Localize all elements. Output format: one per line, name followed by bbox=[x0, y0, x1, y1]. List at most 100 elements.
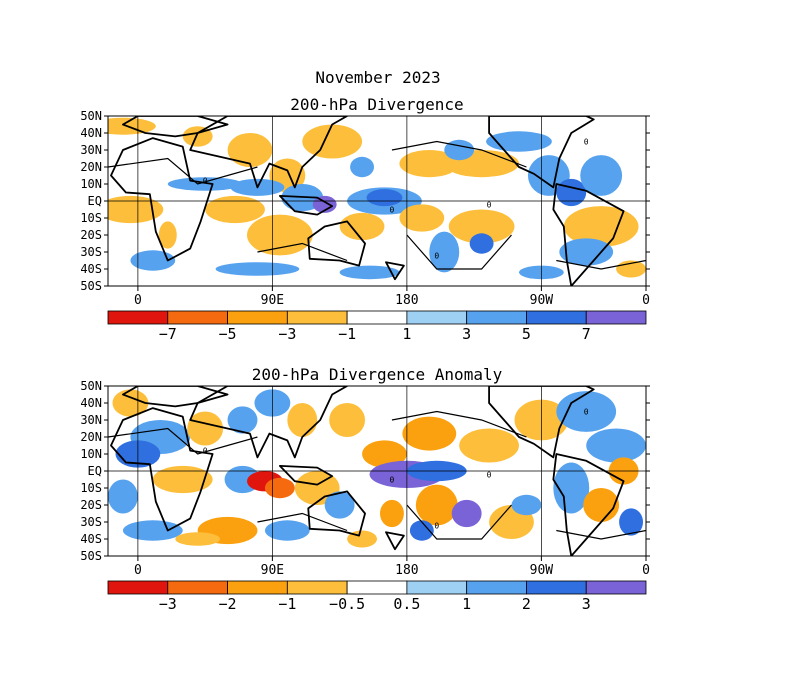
colorbar-label: 3 bbox=[582, 595, 591, 613]
lon-label: 0 bbox=[134, 563, 142, 578]
lon-label: 90E bbox=[261, 563, 284, 578]
map-field: 0 0 0 0 0 bbox=[108, 116, 646, 286]
colorbar-label: −0.5 bbox=[329, 595, 365, 613]
divergence-region bbox=[227, 133, 273, 167]
coastline bbox=[189, 386, 349, 459]
divergence-map-panel: 0 0 0 0 0 50N 40N 30N 20N 10N EQ 10S 20S 30S 40S 50S 0 90… bbox=[80, 109, 650, 343]
lon-label: 90W bbox=[530, 563, 554, 578]
lat-label: 20S bbox=[80, 228, 102, 242]
divergence-region bbox=[486, 131, 552, 152]
colorbar-label: −3 bbox=[278, 325, 296, 343]
coastline bbox=[488, 116, 595, 189]
colorbar-swatch bbox=[406, 310, 468, 325]
divergence-region bbox=[402, 416, 457, 451]
colorbar-swatch bbox=[167, 580, 228, 595]
divergence-region bbox=[429, 231, 460, 273]
contour-label: 0 bbox=[390, 476, 395, 485]
lat-label: 10S bbox=[80, 211, 102, 225]
divergence-region bbox=[362, 440, 407, 468]
zero-contour bbox=[556, 259, 646, 270]
colorbar-swatch bbox=[227, 310, 288, 325]
coastline bbox=[122, 116, 229, 138]
lat-label: 20N bbox=[80, 160, 102, 174]
colorbar-label: 3 bbox=[462, 325, 471, 343]
lat-label: 50N bbox=[80, 379, 102, 393]
divergence-region bbox=[158, 221, 177, 249]
lon-label: 0 bbox=[642, 563, 650, 578]
colorbar-label: 2 bbox=[522, 595, 531, 613]
colorbar-swatch bbox=[526, 580, 587, 595]
colorbar-swatch bbox=[406, 580, 468, 595]
contour-label: 0 bbox=[487, 200, 492, 209]
colorbar-label: −1 bbox=[338, 325, 356, 343]
lat-label: 40N bbox=[80, 126, 102, 140]
colorbar-swatch bbox=[227, 580, 288, 595]
colorbar-label: −3 bbox=[159, 595, 177, 613]
divergence-region bbox=[379, 499, 404, 528]
divergence-region bbox=[459, 428, 519, 463]
divergence-region bbox=[264, 477, 295, 499]
colorbar-swatch bbox=[107, 580, 169, 595]
lon-label: 90W bbox=[530, 293, 554, 308]
coastline bbox=[278, 465, 334, 486]
colorbar-label: 5 bbox=[522, 325, 531, 343]
lat-label: 30S bbox=[80, 245, 102, 259]
colorbar-swatch bbox=[526, 310, 587, 325]
lat-label: 30N bbox=[80, 413, 102, 427]
divergence-region bbox=[580, 155, 623, 196]
divergence-region bbox=[167, 177, 243, 191]
divergence-region bbox=[130, 250, 176, 271]
divergence-region bbox=[444, 139, 475, 161]
anomaly-map-panel: 0 0 0 0 0 50N 40N 30N 20N 10N EQ 10S 20S 30S 40S 50S 0 90… bbox=[80, 379, 650, 613]
divergence-region bbox=[287, 403, 318, 437]
coastline bbox=[385, 261, 405, 281]
contour-label: 0 bbox=[203, 177, 208, 186]
divergence-region bbox=[559, 238, 614, 266]
divergence-region bbox=[563, 206, 639, 247]
colorbar-swatch bbox=[286, 310, 348, 325]
colorbar-swatch bbox=[167, 310, 228, 325]
zero-contour bbox=[556, 529, 646, 540]
contour-label: 0 bbox=[203, 447, 208, 456]
lon-label: 180 bbox=[395, 563, 418, 578]
coastline bbox=[278, 195, 334, 216]
contour-label: 0 bbox=[584, 408, 589, 417]
lon-label: 180 bbox=[395, 293, 418, 308]
divergence-region bbox=[469, 233, 494, 254]
lat-label: 20S bbox=[80, 498, 102, 512]
divergence-region bbox=[122, 520, 183, 541]
divergence-region bbox=[187, 411, 224, 446]
contour-label: 0 bbox=[390, 206, 395, 215]
lat-label: 50S bbox=[80, 549, 102, 563]
divergence-region bbox=[312, 195, 337, 213]
divergence-region bbox=[511, 494, 542, 516]
colorbar-swatch bbox=[346, 310, 408, 325]
lon-label: 0 bbox=[642, 293, 650, 308]
colorbar-label: −1 bbox=[278, 595, 296, 613]
contour-label: 0 bbox=[434, 521, 439, 530]
divergence-region bbox=[339, 265, 400, 280]
divergence-region bbox=[329, 403, 366, 437]
colorbar-label: 1 bbox=[402, 325, 411, 343]
divergence-region bbox=[619, 508, 644, 536]
lat-label: 10N bbox=[80, 447, 102, 461]
lon-label: 0 bbox=[134, 293, 142, 308]
divergence-region bbox=[583, 488, 620, 522]
divergence-region bbox=[339, 212, 385, 241]
main-title: November 2023 bbox=[315, 68, 441, 87]
colorbar-label: −2 bbox=[219, 595, 237, 613]
colorbar-swatch bbox=[466, 310, 527, 325]
lat-label: 40S bbox=[80, 532, 102, 546]
divergence-region bbox=[324, 491, 355, 519]
divergence-region bbox=[415, 484, 458, 526]
coastline bbox=[122, 386, 229, 408]
zero-contour bbox=[406, 504, 512, 540]
colorbar-label: 0.5 bbox=[393, 595, 420, 613]
colorbar-label: 7 bbox=[582, 325, 591, 343]
lat-label: EQ bbox=[88, 464, 102, 478]
zero-contour bbox=[406, 234, 512, 270]
colorbar-label: −5 bbox=[219, 325, 237, 343]
lon-label: 90E bbox=[261, 293, 284, 308]
divergence-region bbox=[264, 520, 310, 541]
lat-label: EQ bbox=[88, 194, 102, 208]
